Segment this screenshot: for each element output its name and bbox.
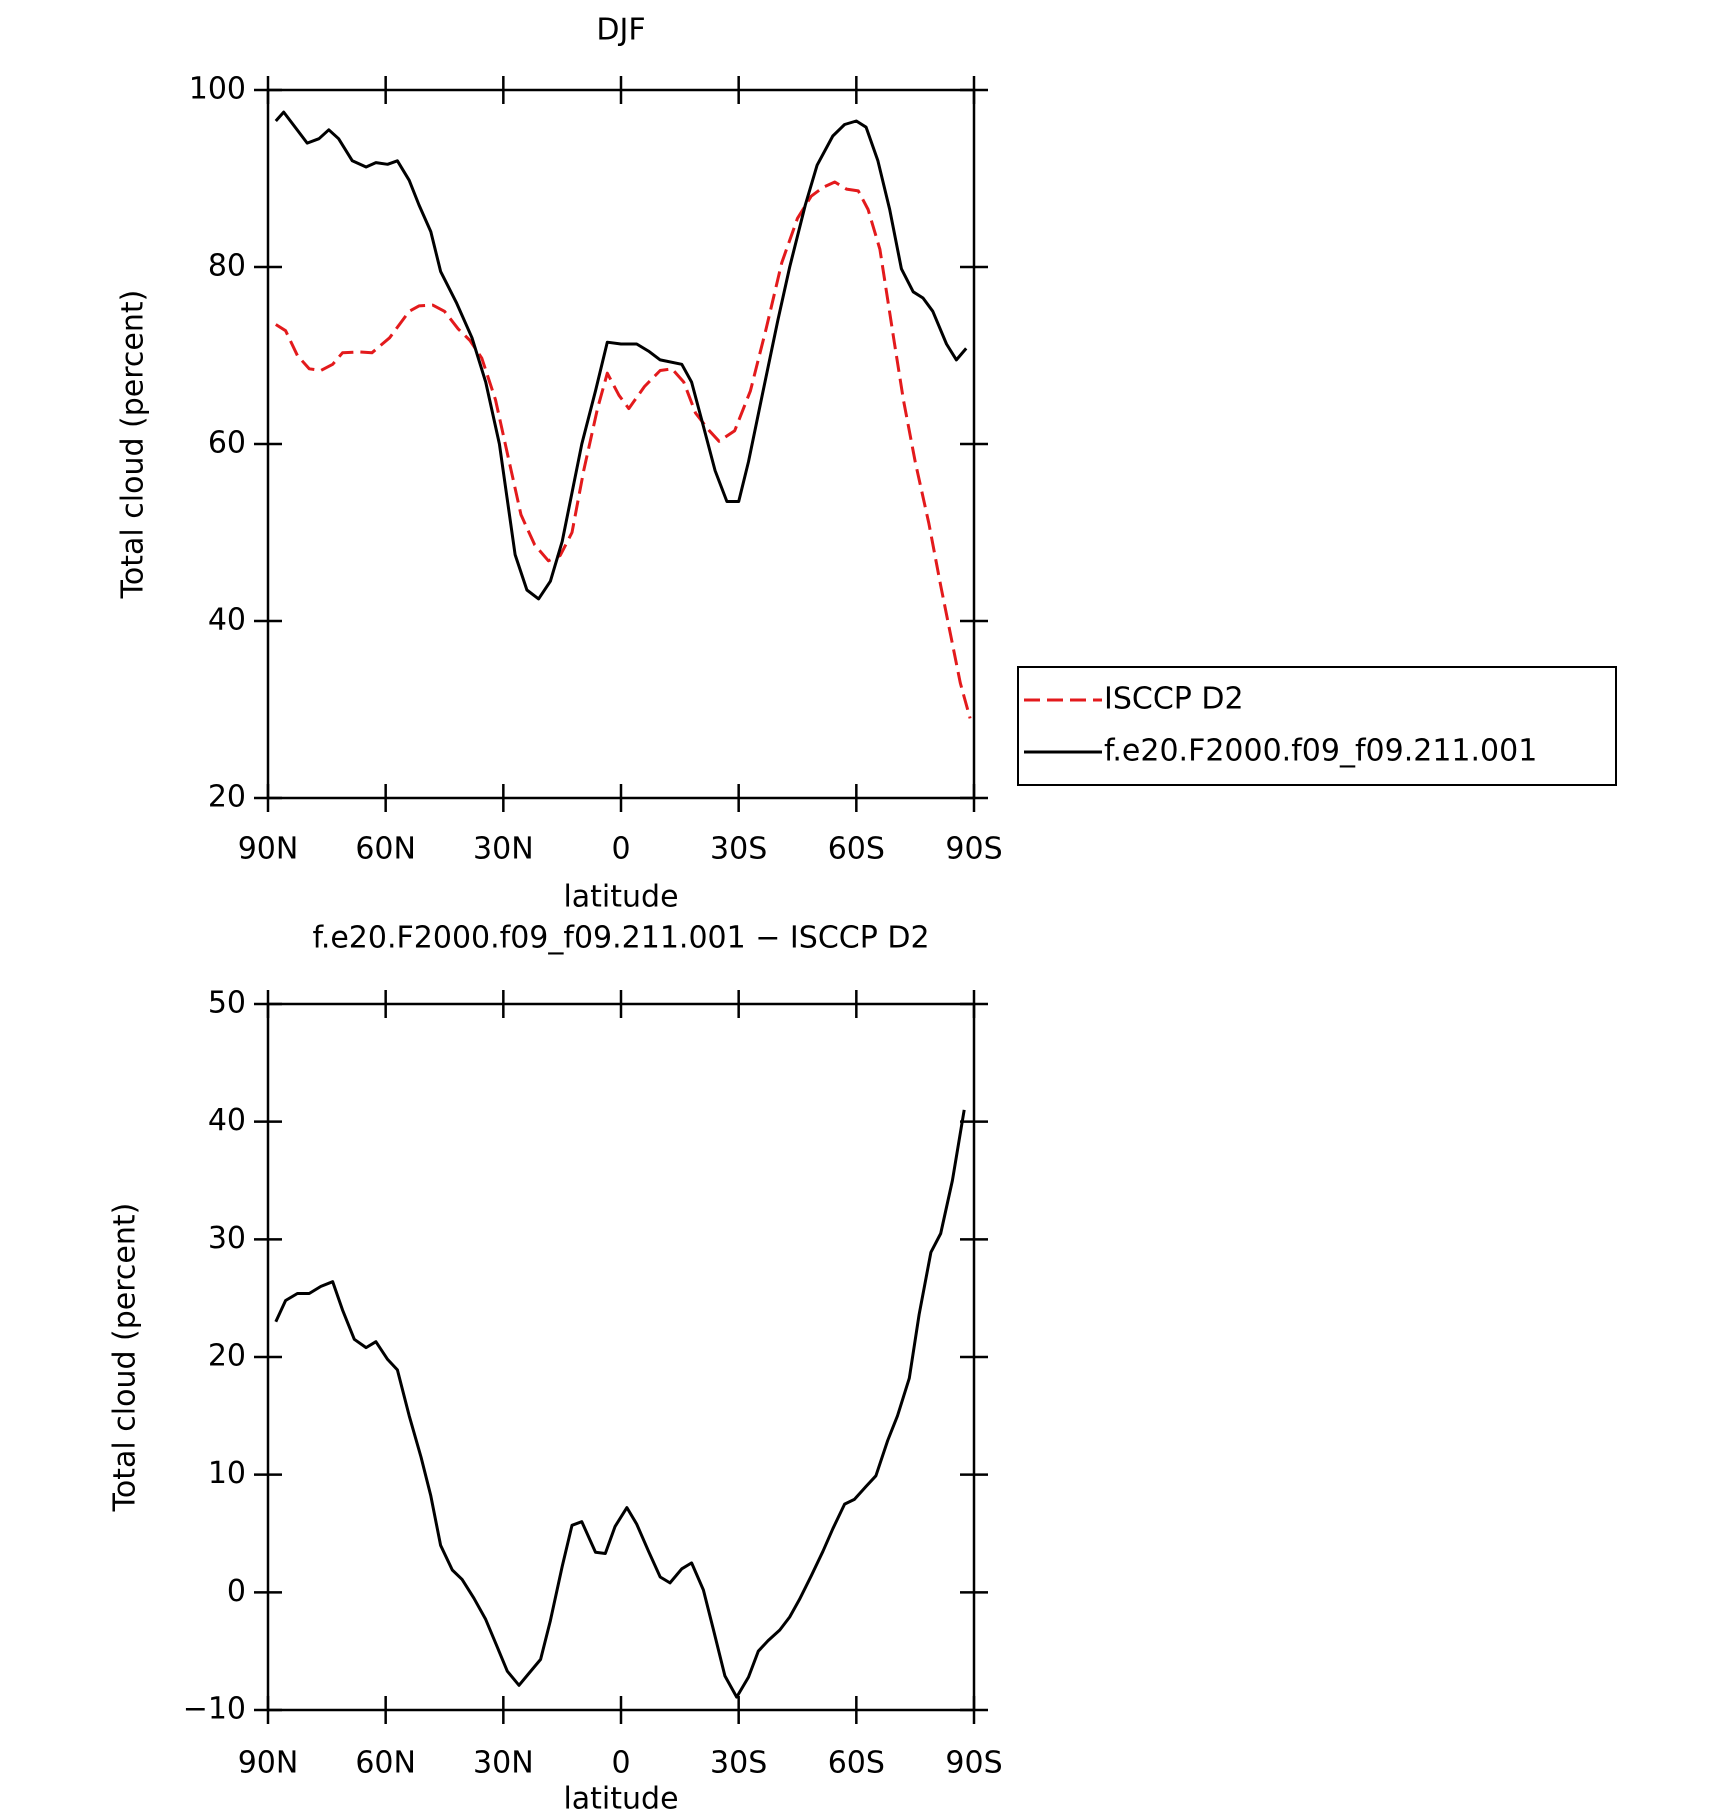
x-tick-label: 90N (238, 832, 299, 867)
y-tick-label: 10 (208, 1456, 246, 1491)
y-tick-label: 40 (208, 603, 246, 638)
y-tick-label: −10 (183, 1692, 246, 1727)
y-tick-label: 50 (208, 986, 246, 1021)
x-axis-label: latitude (563, 880, 678, 915)
legend-label: ISCCP D2 (1104, 682, 1244, 717)
x-tick-label: 0 (611, 1746, 630, 1781)
x-tick-label: 90S (945, 1746, 1002, 1781)
data-line (274, 110, 968, 601)
y-tick-label: 40 (208, 1103, 246, 1138)
y-tick-label: 80 (208, 249, 246, 284)
x-axis-label: latitude (563, 1782, 678, 1816)
x-tick-label: 60S (828, 1746, 885, 1781)
x-tick-label: 90N (238, 1746, 299, 1781)
x-tick-label: 30S (710, 832, 767, 867)
y-tick-label: 0 (227, 1574, 246, 1609)
data-line (274, 1109, 966, 1699)
y-tick-label: 20 (208, 780, 246, 815)
y-tick-label: 20 (208, 1339, 246, 1374)
legend-box (1017, 666, 1617, 786)
x-tick-label: 30N (473, 1746, 534, 1781)
chart-title: f.e20.F2000.f09_f09.211.001 − ISCCP D2 (312, 921, 929, 956)
x-tick-label: 60N (355, 832, 416, 867)
legend-label: f.e20.F2000.f09_f09.211.001 (1104, 734, 1537, 769)
y-tick-label: 100 (189, 72, 246, 107)
plot-frame (266, 1002, 976, 1712)
y-tick-label: 30 (208, 1221, 246, 1256)
x-tick-label: 30N (473, 832, 534, 867)
x-tick-label: 60S (828, 832, 885, 867)
chart-title: DJF (596, 13, 645, 48)
x-tick-label: 90S (945, 832, 1002, 867)
y-axis-label: Total cloud (percent) (116, 290, 151, 600)
y-axis-label: Total cloud (percent) (108, 1203, 143, 1513)
plot-frame (266, 88, 976, 800)
data-line (274, 180, 972, 719)
y-tick-label: 60 (208, 426, 246, 461)
x-tick-label: 60N (355, 1746, 416, 1781)
x-tick-label: 0 (611, 832, 630, 867)
x-tick-label: 30S (710, 1746, 767, 1781)
